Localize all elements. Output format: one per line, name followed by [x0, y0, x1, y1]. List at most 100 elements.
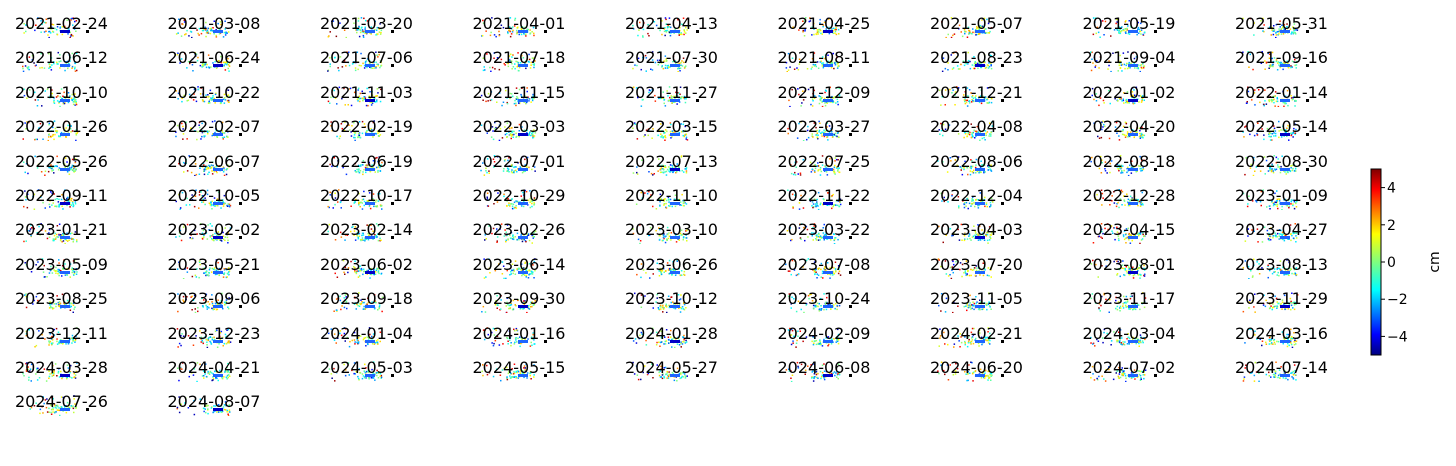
map-image: [327, 189, 394, 210]
map-pixel: [223, 272, 225, 274]
map-pixel: [340, 236, 343, 239]
map-pixel: [983, 171, 985, 173]
map-pixel: [805, 139, 807, 141]
map-pixel: [644, 55, 647, 57]
map-pixel: [226, 205, 228, 207]
map-pixel: [667, 67, 669, 70]
map-pixel: [48, 30, 51, 33]
map-pixel: [213, 268, 215, 271]
map-pixel: [980, 26, 982, 28]
map-pixel: [977, 204, 979, 207]
map-pixel: [224, 130, 226, 133]
map-pixel: [1135, 132, 1137, 134]
map-pixel: [1280, 165, 1282, 167]
panel-date-label: 2021-02-24: [15, 14, 108, 33]
map-pixel: [368, 234, 370, 237]
map-pixel: [70, 35, 72, 37]
map-pixel: [821, 163, 823, 166]
map-pixel: [344, 273, 346, 275]
map-pixel: [1116, 29, 1118, 31]
map-pixel: [823, 234, 825, 237]
map-pixel: [647, 128, 650, 130]
map-pixel: [198, 191, 200, 193]
map-pixel: [65, 199, 67, 201]
map-pixel: [72, 168, 74, 171]
map-pixel: [674, 101, 676, 103]
map-pixel: [47, 34, 49, 36]
map-pixel: [986, 86, 989, 89]
map-pixel: [181, 128, 184, 130]
map-pixel: [366, 224, 368, 227]
map-pixel: [1290, 132, 1292, 135]
map-panel: 2022-12-04: [915, 176, 1067, 210]
map-image: [786, 120, 852, 142]
map-pixel: [215, 234, 218, 237]
map-panel: 2021-06-12: [0, 38, 152, 73]
map-pixel: [374, 95, 377, 97]
map-pixel: [661, 134, 663, 137]
map-pixel: [803, 89, 806, 92]
map-pixel: [56, 131, 58, 134]
map-pixel: [355, 29, 357, 31]
map-pixel: [1251, 229, 1253, 232]
map-pixel: [336, 88, 339, 90]
map-pixel: [215, 171, 218, 173]
map-pixel: [961, 35, 964, 38]
map-pixel: [823, 135, 825, 138]
map-pixel: [992, 201, 994, 203]
map-pixel: [1101, 161, 1103, 163]
reference-point-marker: [86, 98, 89, 102]
map-pixel: [1113, 202, 1115, 204]
map-pixel: [1124, 99, 1127, 101]
map-pixel: [51, 27, 53, 30]
map-pixel: [1123, 204, 1126, 206]
map-pixel: [227, 101, 229, 103]
map-pixel: [508, 59, 510, 61]
map-pixel: [642, 36, 644, 38]
map-pixel: [665, 31, 668, 33]
map-pixel: [977, 67, 979, 70]
map-pixel: [29, 230, 31, 233]
map-pixel: [346, 234, 349, 237]
map-pixel: [1122, 234, 1124, 237]
map-pixel: [374, 170, 376, 173]
map-pixel: [500, 24, 502, 26]
map-pixel: [377, 56, 379, 58]
map-pixel: [526, 96, 528, 99]
map-pixel: [681, 33, 683, 36]
map-pixel: [669, 26, 672, 29]
map-pixel: [519, 158, 521, 161]
map-pixel: [531, 57, 533, 60]
map-pixel: [224, 69, 226, 72]
map-pixel: [52, 24, 55, 26]
map-pixel: [344, 266, 347, 268]
map-pixel: [825, 155, 828, 158]
map-pixel: [1269, 95, 1271, 98]
map-pixel: [225, 32, 228, 34]
map-pixel: [205, 64, 208, 66]
map-pixel: [1133, 102, 1135, 104]
map-pixel: [225, 136, 228, 138]
map-pixel: [208, 202, 210, 204]
map-pixel: [532, 97, 535, 99]
map-pixel: [1251, 98, 1253, 101]
panel-date-label: 2022-03-03: [472, 117, 566, 137]
map-pixel: [942, 95, 944, 98]
map-pixel: [677, 91, 679, 94]
map-pixel: [376, 99, 378, 101]
map-image: [785, 52, 852, 73]
map-pixel: [1130, 96, 1133, 98]
map-pixel: [368, 192, 371, 194]
map-pixel: [222, 138, 224, 140]
map-pixel: [493, 52, 495, 55]
map-pixel: [793, 161, 796, 163]
map-pixel: [510, 127, 512, 129]
map-pixel: [814, 64, 816, 66]
map-pixel: [48, 229, 51, 231]
map-pixel: [1118, 28, 1121, 31]
map-pixel: [1122, 91, 1125, 94]
map-pixel: [1263, 134, 1265, 137]
map-pixel: [342, 259, 345, 262]
map-pixel: [1113, 97, 1116, 100]
map-pixel: [379, 33, 382, 35]
